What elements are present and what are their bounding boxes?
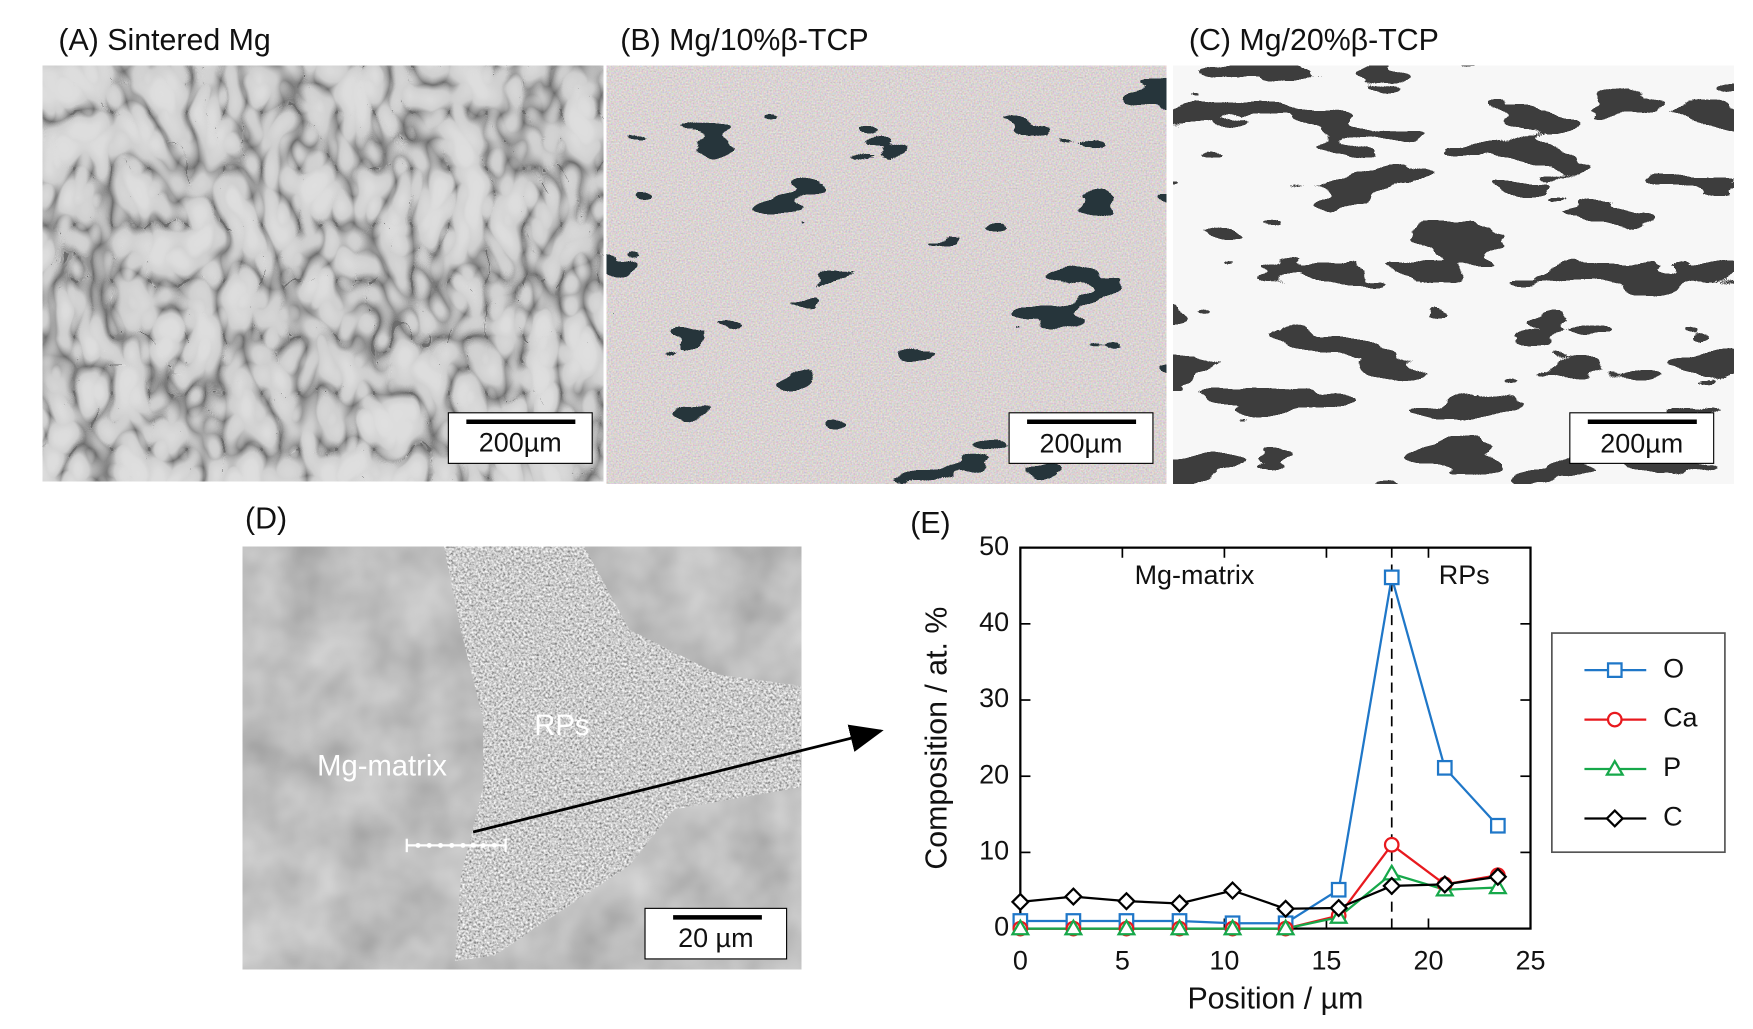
- scale-label: 20 µm: [678, 923, 753, 953]
- marker: [1329, 898, 1349, 918]
- marker: [1276, 899, 1296, 919]
- legend-label: Ca: [1663, 703, 1697, 733]
- line-chart: 0 10 20 30 40 50 0 5 10 15 20 25 Position / µm Compos…: [920, 531, 1726, 1016]
- panel-title: (D): [245, 503, 287, 536]
- scale-label: 200µm: [1600, 429, 1683, 459]
- y-tick-label: 40: [979, 607, 1009, 637]
- series-line: [1020, 843, 1499, 930]
- y-tick-label: 10: [979, 836, 1009, 866]
- legend-label: P: [1663, 752, 1681, 782]
- panel-title: (A) Sintered Mg: [58, 24, 270, 57]
- scale-label: 200µm: [1040, 429, 1123, 459]
- series-line: [1020, 875, 1499, 910]
- region-label: Mg-matrix: [317, 751, 447, 783]
- x-tick-label: 0: [1013, 945, 1028, 975]
- y-axis-label: Composition / at. %: [920, 607, 953, 870]
- marker: [1435, 874, 1455, 894]
- marker: [1604, 758, 1625, 776]
- x-tick-label: 15: [1311, 945, 1341, 975]
- plot-frame: [1019, 546, 1532, 930]
- marker: [1436, 759, 1453, 776]
- marker: [1223, 881, 1243, 900]
- arrow: [472, 724, 884, 834]
- marker: [1169, 918, 1190, 936]
- region-label: RPs: [534, 710, 589, 742]
- marker: [1063, 918, 1084, 936]
- x-tick-label: 10: [1209, 945, 1239, 975]
- marker: [1275, 918, 1296, 936]
- annotation: Mg-matrix: [1135, 560, 1255, 590]
- marker: [1116, 918, 1137, 936]
- marker: [1330, 881, 1347, 898]
- marker: [1606, 662, 1623, 679]
- marker: [1222, 918, 1243, 936]
- marker: [1488, 867, 1508, 887]
- scan-points: [415, 842, 497, 848]
- panel-title: (B) Mg/10%β-TCP: [620, 24, 868, 57]
- x-axis-label: Position / µm: [1187, 983, 1363, 1016]
- marker: [1383, 836, 1400, 853]
- marker: [1488, 877, 1508, 895]
- marker: [1010, 892, 1030, 912]
- scan-line: [405, 838, 507, 853]
- marker: [1170, 893, 1189, 913]
- y-tick-label: 50: [979, 531, 1009, 561]
- panel-title: (E): [910, 507, 950, 540]
- scale-label: 200µm: [479, 427, 562, 457]
- x-tick-label: 5: [1115, 945, 1130, 975]
- marker: [1382, 876, 1402, 896]
- marker: [1010, 918, 1031, 936]
- series-line: [1020, 577, 1499, 925]
- marker: [1489, 817, 1506, 834]
- legend-label: C: [1663, 802, 1682, 832]
- y-tick-label: 20: [979, 759, 1009, 789]
- series-line: [1020, 872, 1498, 930]
- x-tick-label: 25: [1516, 945, 1546, 975]
- panel-title: (C) Mg/20%β-TCP: [1189, 24, 1439, 57]
- y-tick-label: 0: [994, 912, 1009, 942]
- marker: [1606, 711, 1623, 728]
- annotation: RPs: [1439, 560, 1490, 590]
- marker: [1383, 569, 1400, 586]
- marker: [1063, 887, 1083, 907]
- x-tick-label: 20: [1413, 945, 1443, 975]
- micrograph: [42, 65, 604, 482]
- y-tick-label: 30: [979, 683, 1009, 713]
- legend-label: O: [1663, 653, 1684, 683]
- marker: [1605, 809, 1625, 828]
- marker: [1116, 891, 1136, 911]
